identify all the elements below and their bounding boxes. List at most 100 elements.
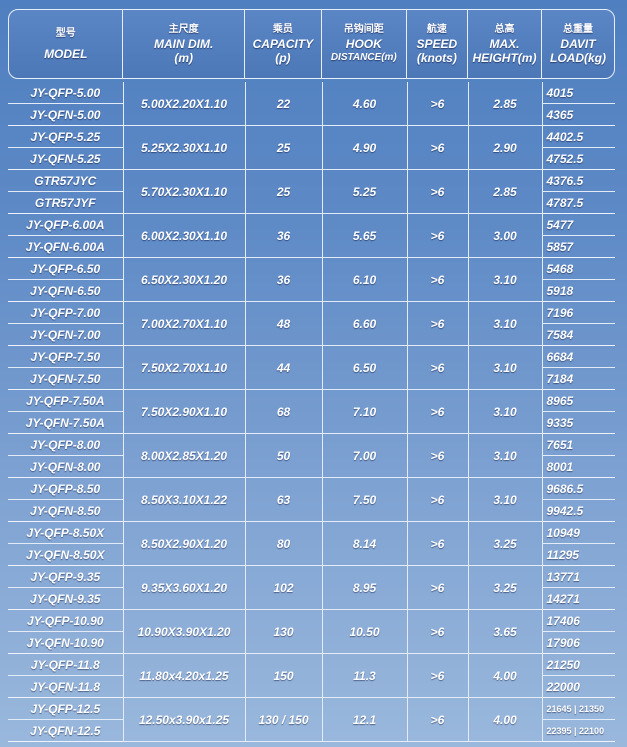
header-capacity-en2: (p) <box>275 51 291 65</box>
table-row: JY-QFP-8.00 8.00X2.85X1.20 50 7.00 >6 3.10 765… <box>8 433 615 478</box>
table-row: JY-QFN-10.90 17906 <box>8 631 615 654</box>
table-row: JY-QFN-8.50 9942.5 <box>8 499 615 522</box>
header-main-dim: 主尺度 MAIN DIM. (m) <box>123 10 245 78</box>
model-cell: JY-QFP-7.50A <box>8 389 124 412</box>
header-main-dim-cn: 主尺度 <box>168 24 199 35</box>
model-cell: JY-QFP-10.90 <box>8 609 124 632</box>
table-row: JY-QFP-5.00 5.00X2.20X1.10 22 4.60 >6 2.85 401… <box>8 82 615 126</box>
model-cell: JY-QFP-7.00 <box>8 301 124 324</box>
header-model-en1: MODEL <box>44 47 88 61</box>
davit-load-cell: 21250 <box>542 653 615 676</box>
davit-load-cell: 17906 <box>542 631 615 654</box>
header-speed-cn: 航速 <box>426 24 447 35</box>
main-dim-cell: 12.50x3.90x1.25 <box>123 697 246 742</box>
capacity-cell: 130 / 150 <box>245 697 323 742</box>
header-main-dim-en2: (m) <box>174 51 194 65</box>
header-max-height-cn: 总高 <box>494 24 515 35</box>
header-speed: 航速 SPEED (knots) <box>407 10 468 78</box>
capacity-cell: 22 <box>245 82 323 126</box>
davit-load-cell: 7184 <box>542 367 615 390</box>
max-height-cell: 4.00 <box>468 697 543 742</box>
header-hook-distance-cn: 吊钩间距 <box>343 24 384 35</box>
max-height-cell: 3.10 <box>468 301 543 346</box>
table-header: 型号 MODEL 主尺度 MAIN DIM. (m) 乘员 CAPACITY (p) 吊钩间距 H… <box>8 9 615 79</box>
table-row: JY-QFP-6.50 6.50X2.30X1.20 36 6.10 >6 3.10 546… <box>8 257 615 302</box>
main-dim-cell: 6.00X2.30X1.10 <box>123 213 246 258</box>
max-height-cell: 3.25 <box>468 565 543 610</box>
davit-load-cell: 5857 <box>542 235 615 258</box>
model-cell: JY-QFP-9.35 <box>8 565 124 588</box>
davit-load-cell: 5468 <box>542 257 615 280</box>
header-model: 型号 MODEL <box>9 10 124 78</box>
main-dim-cell: 11.80x4.20x1.25 <box>123 653 246 698</box>
header-speed-en2: (knots) <box>416 51 457 65</box>
table-row: JY-QFN-8.00 8001 <box>8 455 615 478</box>
davit-load-cell: 17406 <box>542 609 615 632</box>
capacity-cell: 150 <box>245 653 323 698</box>
main-dim-cell: 8.50X2.90X1.20 <box>123 521 246 566</box>
speed-cell: >6 <box>407 257 469 302</box>
hook-distance-cell: 5.25 <box>322 169 408 214</box>
speed-cell: >6 <box>407 125 469 170</box>
max-height-cell: 3.00 <box>468 213 543 258</box>
model-cell: JY-QFP-6.50 <box>8 257 124 280</box>
davit-load-cell: 4402.5 <box>542 125 615 148</box>
speed-cell: >6 <box>407 477 469 522</box>
main-dim-cell: 5.70X2.30X1.10 <box>123 169 246 214</box>
hook-distance-cell: 11.3 <box>322 653 408 698</box>
table-row: JY-QFN-7.50 7184 <box>8 367 615 390</box>
max-height-cell: 3.65 <box>468 609 543 654</box>
max-height-cell: 2.90 <box>468 125 543 170</box>
hook-distance-cell: 6.60 <box>322 301 408 346</box>
model-cell: JY-QFN-5.00 <box>8 103 124 126</box>
davit-load-cell: 4752.5 <box>542 147 615 170</box>
header-davit-load-en2: LOAD(kg) <box>549 51 606 65</box>
main-dim-cell: 6.50X2.30X1.20 <box>123 257 246 302</box>
header-davit-load-cn: 总重量 <box>562 24 593 35</box>
capacity-cell: 25 <box>245 125 323 170</box>
davit-load-cell: 10949 <box>542 521 615 544</box>
model-cell: JY-QFP-12.5 <box>8 697 124 720</box>
model-cell: JY-QFN-7.50A <box>8 411 124 434</box>
capacity-cell: 80 <box>245 521 323 566</box>
speed-cell: >6 <box>407 653 469 698</box>
table-row: JY-QFP-8.50X 8.50X2.90X1.20 80 8.14 >6 3.25 10… <box>8 521 615 566</box>
table-row: JY-QFP-7.00 7.00X2.70X1.10 48 6.60 >6 3.10 719… <box>8 301 615 346</box>
main-dim-cell: 10.90X3.90X1.20 <box>123 609 246 654</box>
hook-distance-cell: 7.50 <box>322 477 408 522</box>
table-row: JY-QFN-9.35 14271 <box>8 587 615 610</box>
table-row: GTR57JYF 4787.5 <box>8 191 615 214</box>
model-cell: JY-QFN-8.50 <box>8 499 124 522</box>
davit-load-cell: 7196 <box>542 301 615 324</box>
header-model-cn: 型号 <box>55 28 76 39</box>
max-height-cell: 3.10 <box>468 389 543 434</box>
davit-load-cell: 14271 <box>542 587 615 610</box>
header-max-height-en1: MAX. <box>489 37 520 51</box>
davit-load-cell: 5918 <box>542 279 615 302</box>
max-height-cell: 3.10 <box>468 477 543 522</box>
table-row: JY-QFP-8.50 8.50X3.10X1.22 63 7.50 >6 3.10 968… <box>8 477 615 522</box>
davit-load-cell: 4376.5 <box>542 169 615 192</box>
davit-load-cell: 8001 <box>542 455 615 478</box>
speed-cell: >6 <box>407 389 469 434</box>
model-cell: GTR57JYF <box>8 191 124 214</box>
header-hook-distance-en1: HOOK <box>345 37 382 51</box>
davit-load-cell: 22000 <box>542 675 615 698</box>
header-davit-load: 总重量 DAVIT LOAD(kg) <box>542 10 614 78</box>
spec-table-body: JY-QFP-5.00 5.00X2.20X1.10 22 4.60 >6 2.85 401… <box>8 82 615 742</box>
model-cell: JY-QFP-8.00 <box>8 433 124 456</box>
header-max-height-en2: HEIGHT(m) <box>472 51 537 65</box>
table-row: JY-QFN-8.50X 11295 <box>8 543 615 566</box>
hook-distance-cell: 8.14 <box>322 521 408 566</box>
header-hook-distance-en2: DISTANCE(m) <box>330 52 397 63</box>
hook-distance-cell: 12.1 <box>322 697 408 742</box>
capacity-cell: 44 <box>245 345 323 390</box>
max-height-cell: 3.10 <box>468 257 543 302</box>
model-cell: JY-QFP-8.50 <box>8 477 124 500</box>
max-height-cell: 4.00 <box>468 653 543 698</box>
table-row: JY-QFN-6.00A 5857 <box>8 235 615 258</box>
table-row: JY-QFN-12.5 22395 | 22100 <box>8 719 615 742</box>
speed-cell: >6 <box>407 565 469 610</box>
table-row: JY-QFP-7.50 7.50X2.70X1.10 44 6.50 >6 3.10 668… <box>8 345 615 390</box>
capacity-cell: 50 <box>245 433 323 478</box>
